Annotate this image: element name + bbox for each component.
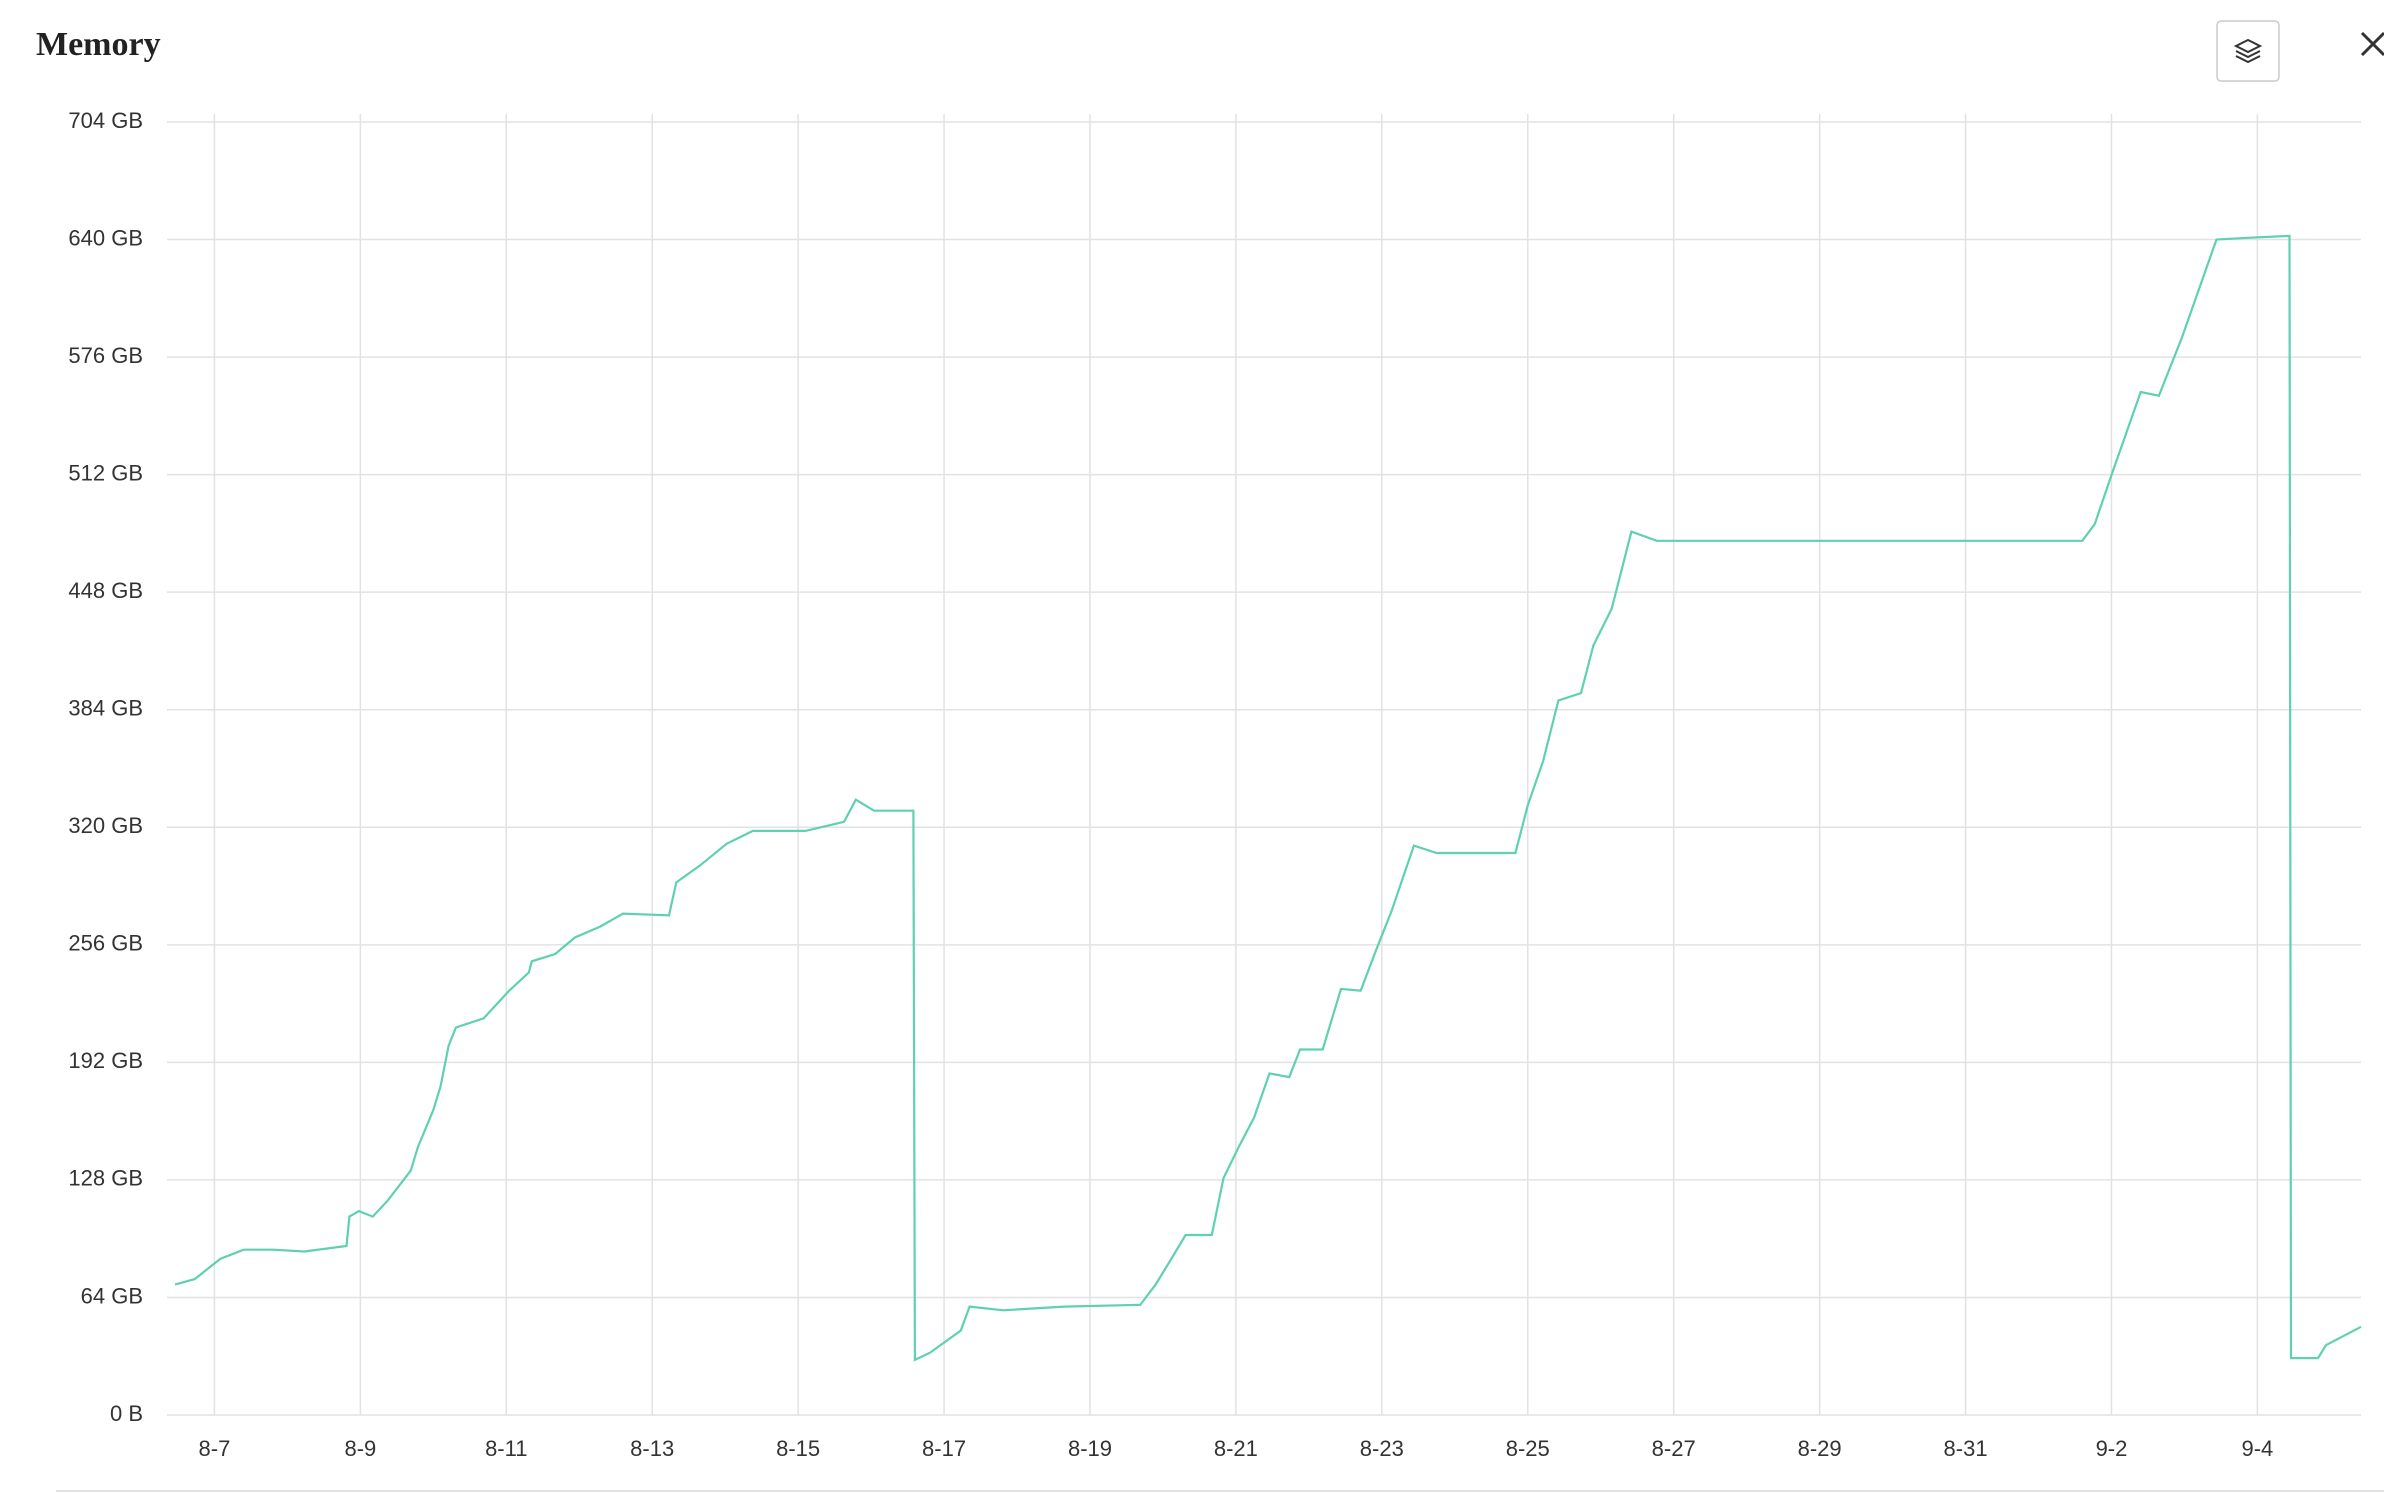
y-tick-label: 320 GB xyxy=(68,813,143,838)
chart-title: Memory xyxy=(36,26,161,63)
x-tick-label: 8-21 xyxy=(1214,1436,1258,1461)
y-tick-label: 256 GB xyxy=(68,931,143,956)
x-tick-label: 8-31 xyxy=(1944,1436,1988,1461)
layers-icon xyxy=(2233,38,2263,64)
close-button[interactable] xyxy=(2360,31,2384,57)
x-tick-label: 8-23 xyxy=(1360,1436,1404,1461)
x-tick-label: 8-25 xyxy=(1506,1436,1550,1461)
x-tick-label: 8-29 xyxy=(1798,1436,1842,1461)
x-tick-label: 8-9 xyxy=(344,1436,376,1461)
x-tick-label: 8-13 xyxy=(630,1436,674,1461)
y-tick-label: 384 GB xyxy=(68,696,143,721)
x-tick-label: 9-4 xyxy=(2241,1436,2273,1461)
x-tick-label: 8-19 xyxy=(1068,1436,1112,1461)
x-tick-label: 8-27 xyxy=(1652,1436,1696,1461)
y-tick-label: 128 GB xyxy=(68,1166,143,1191)
y-tick-label: 0 B xyxy=(110,1401,143,1426)
y-tick-label: 448 GB xyxy=(68,578,143,603)
y-tick-label: 704 GB xyxy=(68,108,143,133)
x-tick-label: 8-17 xyxy=(922,1436,966,1461)
y-tick-label: 512 GB xyxy=(68,460,143,485)
y-tick-label: 640 GB xyxy=(68,225,143,250)
x-tick-label: 8-11 xyxy=(485,1436,527,1461)
x-tick-label: 8-15 xyxy=(776,1436,820,1461)
y-tick-label: 576 GB xyxy=(68,343,143,368)
memory-line xyxy=(174,234,2362,1362)
x-tick-label: 8-7 xyxy=(199,1436,231,1461)
y-tick-label: 192 GB xyxy=(68,1048,143,1073)
y-tick-label: 64 GB xyxy=(81,1283,143,1308)
x-tick-label: 9-2 xyxy=(2096,1436,2128,1461)
